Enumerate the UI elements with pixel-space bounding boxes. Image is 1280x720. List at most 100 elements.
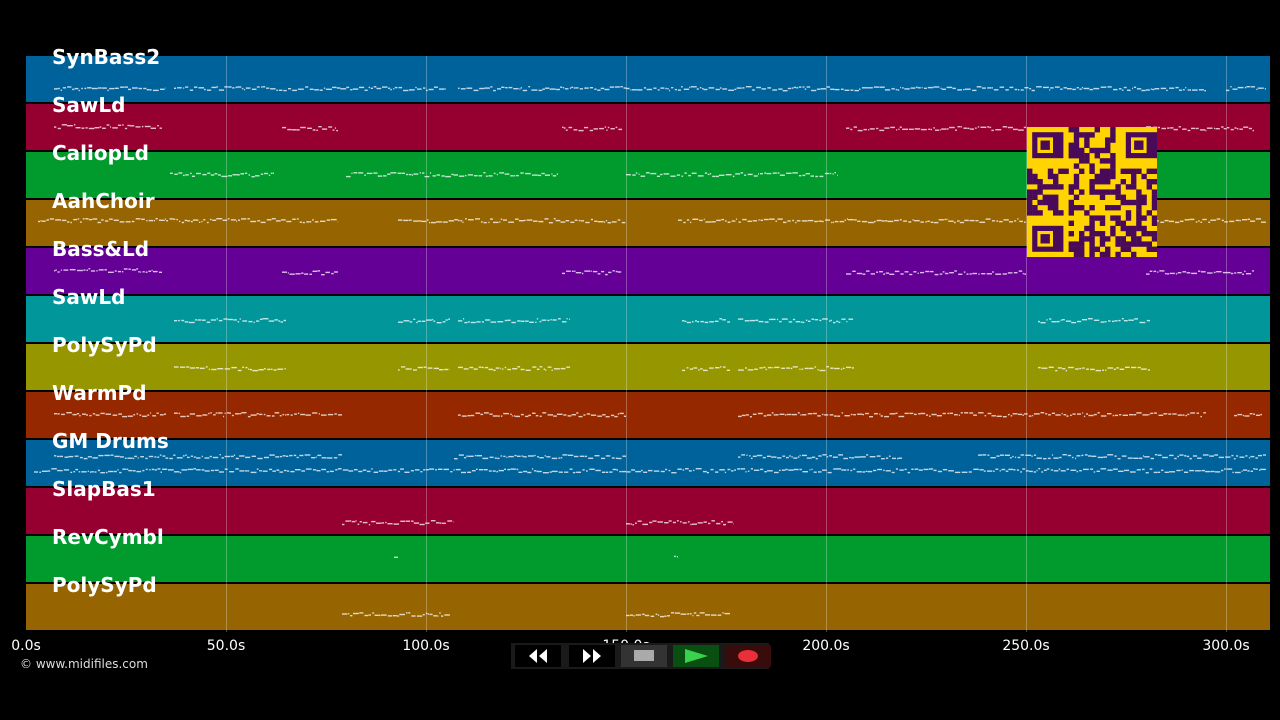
note — [687, 521, 690, 523]
note — [705, 221, 712, 223]
note — [1076, 470, 1079, 473]
note — [430, 221, 436, 224]
note — [690, 523, 692, 526]
note — [98, 454, 104, 457]
note — [814, 319, 819, 321]
note — [632, 89, 637, 91]
track-lane[interactable] — [26, 392, 1270, 438]
note — [1018, 413, 1023, 416]
note — [553, 415, 557, 417]
note — [497, 321, 504, 323]
note — [1107, 454, 1114, 456]
fast-forward-button[interactable] — [569, 645, 615, 667]
track-lane[interactable] — [26, 344, 1270, 390]
note — [250, 471, 257, 474]
note — [252, 369, 259, 372]
note — [256, 468, 259, 470]
note — [403, 219, 409, 222]
note — [325, 88, 332, 90]
note — [77, 218, 80, 220]
note — [1141, 89, 1146, 92]
note — [1024, 273, 1026, 275]
note — [866, 270, 870, 272]
note — [448, 220, 454, 222]
note — [1233, 458, 1236, 460]
note — [777, 172, 780, 174]
note — [680, 613, 687, 615]
note — [520, 87, 522, 89]
note — [517, 455, 521, 457]
note — [899, 219, 902, 221]
note — [206, 221, 209, 224]
note — [366, 470, 371, 473]
note — [476, 455, 482, 457]
qr-code-icon[interactable] — [1027, 127, 1158, 258]
record-button[interactable] — [725, 645, 771, 667]
note — [1029, 88, 1032, 90]
note — [653, 87, 657, 89]
note — [841, 318, 846, 320]
note — [752, 455, 757, 457]
note — [691, 321, 694, 323]
rewind-button[interactable] — [515, 645, 561, 667]
note — [876, 219, 882, 222]
note — [287, 272, 289, 274]
note — [1181, 469, 1183, 471]
note — [79, 456, 83, 459]
note — [398, 219, 403, 221]
note — [840, 88, 844, 90]
note — [801, 220, 808, 222]
note — [964, 219, 969, 222]
stop-button[interactable] — [621, 645, 667, 667]
note — [1016, 469, 1020, 471]
note — [541, 172, 545, 175]
note — [70, 221, 72, 224]
note — [1262, 454, 1266, 456]
note — [745, 86, 752, 88]
note — [362, 469, 367, 471]
note — [941, 128, 946, 130]
note — [370, 87, 373, 89]
note — [67, 125, 73, 127]
note — [532, 366, 537, 368]
track-lane[interactable] — [26, 584, 1270, 630]
note — [1040, 412, 1045, 414]
note — [643, 87, 646, 89]
note — [722, 319, 726, 321]
note — [485, 319, 491, 321]
note — [657, 89, 660, 91]
note — [162, 468, 168, 470]
note — [337, 468, 342, 470]
note — [224, 368, 231, 370]
note — [511, 321, 516, 324]
note — [914, 468, 919, 470]
track-lane[interactable] — [26, 296, 1270, 342]
note — [822, 413, 824, 416]
note — [119, 471, 122, 474]
note — [359, 521, 362, 523]
track-lane[interactable] — [26, 488, 1270, 534]
note — [467, 321, 470, 323]
track-lane[interactable] — [26, 536, 1270, 582]
note — [239, 413, 242, 415]
note — [189, 413, 196, 415]
note — [139, 414, 142, 416]
note — [699, 612, 705, 614]
track-lane[interactable] — [26, 56, 1270, 102]
note — [197, 319, 202, 321]
note — [817, 415, 821, 417]
note — [500, 218, 503, 220]
note — [983, 470, 986, 472]
note — [806, 86, 811, 88]
note — [584, 87, 589, 89]
note — [885, 272, 890, 274]
note — [1149, 270, 1153, 272]
play-button[interactable] — [673, 645, 719, 667]
note — [219, 454, 221, 456]
note — [262, 86, 266, 88]
note — [1236, 128, 1239, 130]
track-lane[interactable] — [26, 440, 1270, 486]
note — [145, 468, 148, 471]
note — [850, 128, 853, 131]
note — [124, 457, 127, 459]
